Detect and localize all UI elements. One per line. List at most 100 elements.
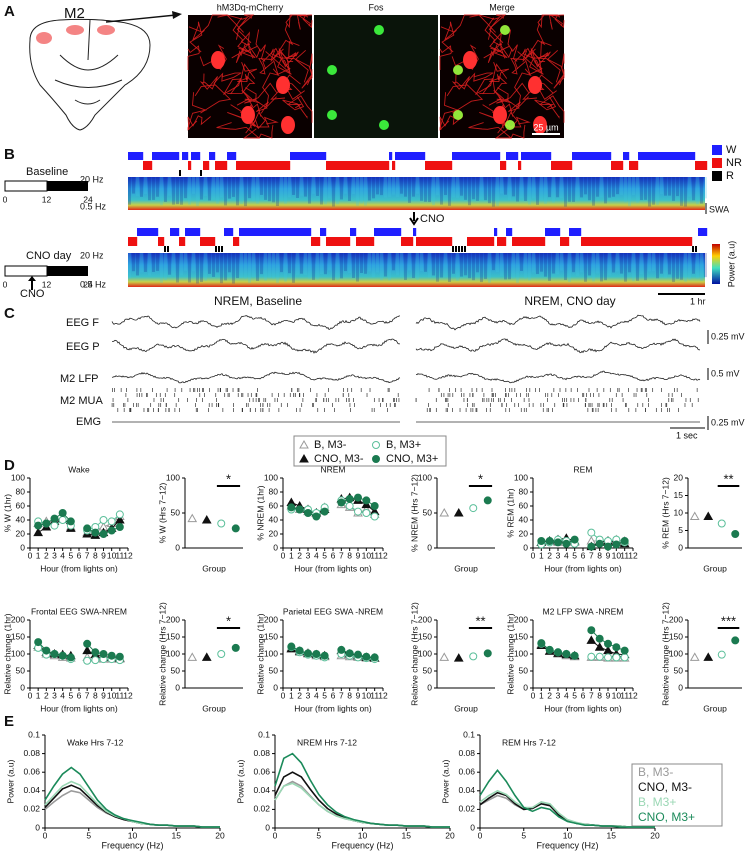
hypnogram-epoch (191, 228, 195, 236)
hypnogram-epoch (497, 237, 501, 246)
legend-label: CNO, M3+ (386, 453, 438, 465)
scale-label: 25 µm (533, 122, 558, 132)
spectrogram-column (472, 177, 475, 200)
neurite (199, 44, 227, 71)
hypnogram-epoch (140, 228, 144, 236)
spectrogram-column (568, 253, 571, 282)
y-axis-label: Power (a.u) (235, 759, 245, 803)
hypnogram-epoch (383, 228, 387, 236)
spectrogram-column (128, 253, 131, 279)
spectrogram-column (528, 253, 531, 281)
hypnogram-epoch (350, 161, 354, 170)
hypnogram-epoch (344, 161, 348, 170)
spectrogram-column (228, 177, 231, 199)
y-tick-label: 80 (16, 486, 26, 496)
y-tick-label: 0 (523, 542, 528, 552)
y-tick-label: 60 (269, 500, 279, 510)
hypnogram-epoch (422, 237, 426, 246)
spectrogram-column (548, 253, 551, 281)
y-tick-label: 0.06 (458, 766, 475, 776)
hypnogram-epoch (593, 237, 597, 246)
fos-nucleus (327, 110, 337, 120)
hypnogram-epoch (473, 237, 477, 246)
marker (115, 510, 124, 519)
y-axis-label: Relative change (Hrs 7−12) (660, 602, 670, 706)
spectrogram-column (184, 177, 187, 199)
spectrogram-column (356, 177, 359, 206)
spectrogram-column (464, 177, 467, 200)
spectrogram-column (316, 177, 319, 196)
neurite (439, 92, 460, 131)
spectrogram-column (352, 177, 355, 195)
spectrogram-column (308, 177, 311, 204)
hypnogram-epoch (224, 161, 228, 170)
spectrogram-column (644, 253, 647, 281)
marker (689, 511, 700, 520)
hypnogram-epoch (674, 237, 678, 246)
marker (612, 643, 621, 652)
hypnogram-epoch (314, 237, 318, 246)
hypnogram-epoch (185, 152, 189, 160)
hypnogram-epoch (653, 237, 657, 246)
marker (731, 636, 740, 645)
spectrogram-column (196, 177, 199, 207)
spectrogram-column (268, 253, 271, 278)
spectrogram-column (516, 177, 519, 202)
chart-title: NREM Hrs 7-12 (297, 737, 357, 747)
marker (370, 512, 379, 521)
hypnogram-epoch (632, 161, 636, 170)
hypnogram-epoch (440, 237, 444, 246)
spectrogram-column (464, 253, 467, 276)
neurite (199, 73, 219, 90)
hypnogram-epoch (419, 237, 423, 246)
hypnogram-epoch (602, 152, 606, 160)
spectrogram-column (596, 177, 599, 197)
scale-label: 1 hr (690, 296, 706, 306)
hypnogram-epoch (233, 152, 237, 160)
hypnogram-epoch (575, 228, 579, 236)
hypnogram-epoch (509, 152, 513, 160)
hypnogram-epoch (638, 237, 642, 246)
marker (453, 653, 464, 662)
neurite (522, 23, 546, 62)
hypnogram-epoch (623, 152, 627, 160)
marker (99, 516, 108, 524)
spectrogram-column (372, 253, 375, 278)
marker (570, 651, 579, 660)
hypnogram-epoch (437, 161, 441, 170)
x-tick-label: 4 (564, 690, 569, 700)
hypnogram-epoch (536, 152, 540, 160)
x-tick-label: 1 (539, 690, 544, 700)
y-tick-label: 50 (16, 665, 26, 675)
marker (469, 652, 478, 661)
legend-box (631, 763, 723, 827)
neurite (534, 96, 560, 119)
x-tick-label: 5 (86, 830, 91, 840)
neurite (497, 116, 531, 134)
x-tick-label: 6 (331, 690, 336, 700)
marker (91, 528, 100, 537)
spectrogram-column (632, 253, 635, 282)
cell-body (211, 51, 225, 69)
hypnogram-epoch (188, 228, 192, 236)
hypnogram-epoch (329, 237, 333, 246)
marker (354, 493, 362, 502)
x-tick-label: 1 (36, 690, 41, 700)
legend-marker (372, 455, 380, 463)
marker (483, 649, 492, 658)
marker (201, 514, 212, 524)
hypnogram-epoch (218, 161, 222, 170)
hypnogram-epoch (635, 237, 639, 246)
spectrogram-column (136, 253, 139, 276)
y-tick-label: 80 (519, 486, 529, 496)
spectrogram-column (388, 177, 391, 197)
hypnogram-epoch (305, 152, 309, 160)
hypnogram-epoch (293, 152, 297, 160)
spectrogram-column (384, 253, 387, 277)
spectrogram-column (684, 253, 687, 282)
spectrogram-column (260, 177, 263, 195)
hypnogram-epoch (524, 152, 528, 160)
spectrogram-column (396, 253, 399, 276)
marker (362, 509, 371, 517)
hypnogram-epoch (659, 237, 663, 246)
